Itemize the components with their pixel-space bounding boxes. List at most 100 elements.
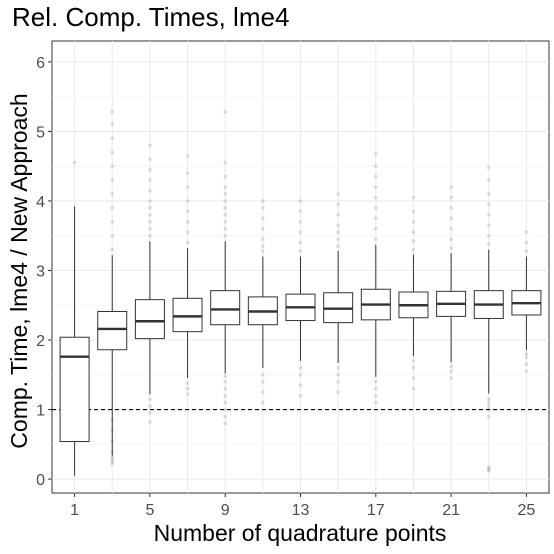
outlier-point bbox=[298, 209, 303, 214]
outlier-point bbox=[223, 213, 227, 217]
outlier-point bbox=[336, 237, 340, 241]
outlier-point bbox=[449, 237, 453, 241]
x-tick-label: 5 bbox=[145, 502, 154, 519]
outlier-point bbox=[261, 216, 265, 221]
outlier-point bbox=[486, 465, 491, 470]
outlier-point bbox=[486, 397, 491, 401]
outlier-point bbox=[486, 407, 491, 412]
outlier-point bbox=[261, 226, 265, 231]
outlier-point bbox=[298, 366, 303, 370]
x-tick-label: 21 bbox=[442, 502, 460, 519]
outlier-point bbox=[411, 239, 416, 244]
outlier-point bbox=[223, 393, 227, 398]
outlier-point bbox=[524, 355, 529, 360]
outlier-point bbox=[110, 164, 115, 168]
outlier-point bbox=[148, 167, 152, 172]
box-11 bbox=[247, 256, 278, 368]
outlier-point bbox=[449, 226, 453, 231]
outlier-point bbox=[185, 230, 190, 235]
outlier-point bbox=[185, 199, 190, 203]
outlier-point bbox=[148, 178, 152, 182]
outlier-point bbox=[449, 369, 453, 374]
outlier-point bbox=[374, 226, 378, 231]
outlier-point bbox=[185, 185, 190, 189]
outlier-point bbox=[223, 379, 227, 384]
outlier-point bbox=[148, 143, 152, 148]
outlier-point bbox=[298, 199, 303, 203]
outlier-point bbox=[223, 199, 227, 203]
outlier-point bbox=[72, 160, 77, 165]
outlier-point bbox=[110, 233, 115, 238]
y-tick-label: 4 bbox=[36, 194, 45, 211]
outlier-point bbox=[261, 372, 265, 377]
outlier-point bbox=[110, 150, 115, 155]
outlier-point bbox=[449, 195, 453, 200]
outlier-point bbox=[148, 411, 152, 415]
y-tick-label: 6 bbox=[36, 55, 45, 72]
outlier-point bbox=[185, 171, 190, 175]
outlier-point bbox=[411, 359, 416, 363]
outlier-point bbox=[524, 369, 529, 374]
box-7 bbox=[172, 248, 203, 379]
outlier-point bbox=[374, 379, 378, 384]
outlier-point bbox=[298, 230, 303, 235]
outlier-point bbox=[110, 455, 115, 460]
outlier-point bbox=[411, 247, 416, 252]
outlier-point bbox=[411, 195, 416, 200]
outlier-point bbox=[486, 467, 491, 472]
outlier-point bbox=[298, 393, 303, 398]
outlier-point bbox=[449, 206, 453, 210]
outlier-point bbox=[110, 192, 115, 196]
outlier-point bbox=[411, 366, 416, 370]
iqr-box bbox=[59, 336, 90, 443]
y-tick-label: 3 bbox=[36, 263, 45, 280]
outlier-point bbox=[148, 220, 152, 224]
outlier-point bbox=[261, 400, 265, 405]
outlier-point bbox=[374, 400, 378, 405]
x-tick-label: 9 bbox=[221, 502, 230, 519]
box-19 bbox=[398, 254, 429, 357]
outlier-point bbox=[185, 386, 190, 391]
outlier-point bbox=[148, 233, 152, 238]
outlier-point bbox=[223, 206, 227, 210]
outlier-point bbox=[110, 178, 115, 182]
outlier-point bbox=[524, 230, 529, 235]
outlier-point bbox=[374, 237, 378, 241]
outlier-point bbox=[486, 192, 491, 196]
outlier-point bbox=[110, 206, 115, 210]
outlier-point bbox=[524, 249, 529, 253]
outlier-point bbox=[110, 220, 115, 224]
outlier-point bbox=[449, 246, 453, 251]
outlier-point bbox=[336, 192, 340, 196]
iqr-box bbox=[134, 299, 165, 340]
outlier-point bbox=[411, 386, 416, 391]
outlier-point bbox=[298, 372, 303, 377]
outlier-point bbox=[374, 206, 378, 210]
outlier-point bbox=[449, 216, 453, 221]
outlier-point bbox=[148, 157, 152, 162]
outlier-point bbox=[374, 195, 378, 200]
outlier-point bbox=[148, 397, 152, 401]
outlier-point bbox=[223, 160, 227, 165]
outlier-point bbox=[336, 372, 340, 377]
outlier-point bbox=[223, 192, 227, 196]
outlier-point bbox=[223, 421, 227, 426]
outlier-point bbox=[185, 392, 190, 397]
outlier-point bbox=[185, 240, 190, 245]
outlier-point bbox=[185, 209, 190, 214]
outlier-point bbox=[486, 414, 491, 419]
outlier-point bbox=[223, 174, 227, 179]
outlier-point bbox=[110, 136, 115, 141]
outlier-point bbox=[411, 230, 416, 235]
outlier-point bbox=[449, 376, 453, 381]
outlier-point bbox=[411, 376, 416, 381]
outlier-point bbox=[336, 223, 340, 228]
outlier-point bbox=[374, 185, 378, 189]
outlier-point bbox=[185, 220, 190, 224]
outlier-point bbox=[110, 457, 115, 462]
outlier-point bbox=[486, 178, 491, 182]
outlier-point bbox=[148, 404, 152, 408]
outlier-point bbox=[223, 185, 227, 189]
outlier-point bbox=[449, 185, 453, 189]
